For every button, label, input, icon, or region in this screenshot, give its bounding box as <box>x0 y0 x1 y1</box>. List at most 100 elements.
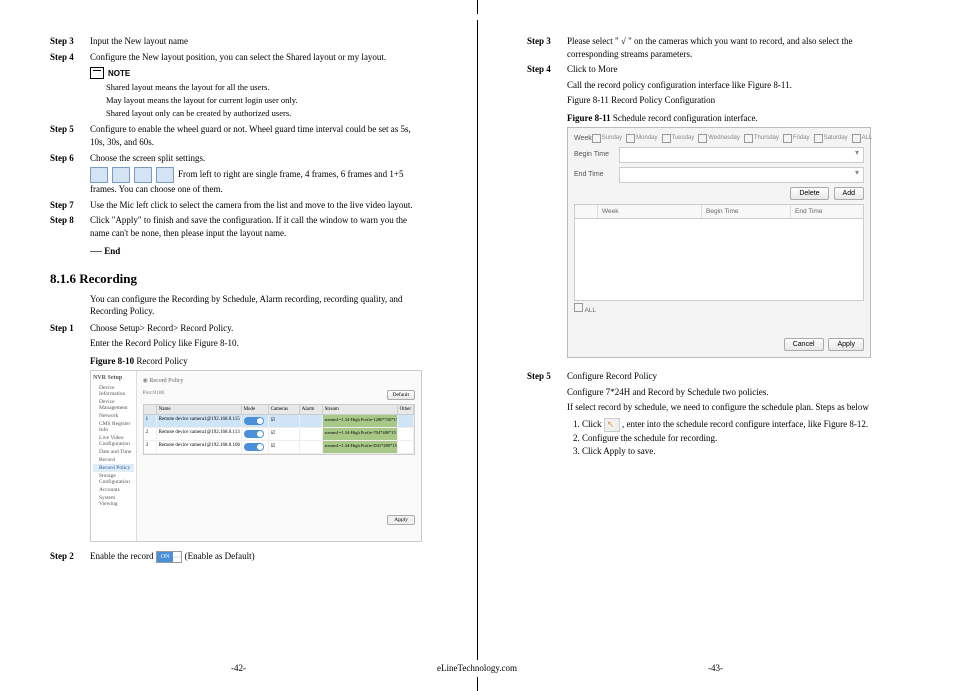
step-row: Step 3 Input the New layout name <box>50 35 427 48</box>
step-label: Step 2 <box>50 550 90 563</box>
step-label: Step 8 <box>50 214 90 239</box>
step-row: Step 8 Click "Apply" to finish and save … <box>50 214 427 239</box>
note-header: NOTE <box>90 67 427 79</box>
step2-text-a: Enable the record <box>90 551 156 561</box>
sidebar-title: NVR Setup <box>93 375 134 381</box>
inline-toggle[interactable]: ON <box>156 551 183 563</box>
begin-label: Begin Time <box>574 151 619 158</box>
step-label: Step 3 <box>527 35 567 60</box>
sidebar-item[interactable]: Date and Time <box>93 448 134 456</box>
grid-col-week: Week <box>598 205 702 218</box>
note-line: Shared layout means the layout for all t… <box>106 81 427 94</box>
step-row: Step 4 Configure the New layout position… <box>50 51 427 64</box>
note-block: NOTE Shared layout means the layout for … <box>90 67 427 119</box>
sidebar-item[interactable]: Live Video Configuration <box>93 434 134 448</box>
step-text: Please select " √ " on the cameras which… <box>567 35 904 60</box>
cancel-button[interactable]: Cancel <box>784 338 824 351</box>
right-page: Step 3 Please select " √ " on the camera… <box>477 0 954 691</box>
toggle-icon[interactable] <box>244 443 264 451</box>
step-subtext: Figure 8-11 Record Policy Configuration <box>567 94 904 107</box>
sidebar-item[interactable]: Accounts <box>93 486 134 494</box>
td: 1 <box>144 415 157 427</box>
toggle-icon[interactable] <box>244 417 264 425</box>
apply-button[interactable]: Apply <box>387 515 415 525</box>
th: Mode <box>242 405 269 414</box>
figure-caption: Figure 8-11 Schedule record configuratio… <box>567 113 904 123</box>
figure-caption: Figure 8-10 Record Policy <box>90 356 427 366</box>
td: Remote device camera1@192.168.0.113 <box>157 428 242 440</box>
th <box>144 405 157 414</box>
td: stream1=1.34-High Profie-1280*720*15 <box>323 415 398 427</box>
days-group: Sunday Monday Tuesday Wednesday Thursday… <box>592 134 872 143</box>
begin-row: Begin Time <box>574 147 864 163</box>
step-row: Step 7 Use the Mic left click to select … <box>50 199 427 212</box>
split-1p5-icon <box>156 167 174 183</box>
split-row: From left to right are single frame, 4 f… <box>90 167 427 196</box>
sidebar-item[interactable]: Device Information <box>93 384 134 398</box>
delete-button[interactable]: Delete <box>790 187 828 200</box>
sidebar-item[interactable]: Network <box>93 412 134 420</box>
td: ☑ <box>269 428 300 440</box>
td: stream1=1.34-High Profie-704*480*15 <box>323 428 398 440</box>
table-row[interactable]: 3 Remote device camera1@192.168.0.106 ☑ … <box>144 441 414 454</box>
th: Cameras <box>269 405 300 414</box>
note-label: NOTE <box>108 69 130 78</box>
sidebar-item[interactable]: System Viewing <box>93 494 134 508</box>
step-label: Step 4 <box>50 51 90 64</box>
day-checkbox[interactable]: Thursday <box>744 134 779 143</box>
note-line: Shared layout only can be created by aut… <box>106 107 427 120</box>
th: Stream <box>323 405 398 414</box>
sidebar-item[interactable]: Device Management <box>93 398 134 412</box>
screenshot-schedule-config: Week Sunday Monday Tuesday Wednesday Thu… <box>567 127 871 358</box>
table-row[interactable]: 1 Remote device camera1@192.168.0.115 ☑ … <box>144 415 414 428</box>
step-row: Step 6 Choose the screen split settings. <box>50 152 427 165</box>
grid-col <box>575 205 598 218</box>
grid-col-begin: Begin Time <box>702 205 791 218</box>
day-label: Monday <box>636 135 657 141</box>
checkbox-icon <box>698 134 707 143</box>
figure-num: Figure 8-11 <box>567 113 611 123</box>
note-line: May layout means the layout for current … <box>106 94 427 107</box>
sidebar-item[interactable]: CMS Register Info <box>93 420 134 434</box>
nvr-sidebar: NVR Setup Device Information Device Mana… <box>91 371 137 541</box>
add-button[interactable]: Add <box>834 187 864 200</box>
end-time-input[interactable] <box>619 167 864 183</box>
td <box>398 415 414 427</box>
step-label: Step 3 <box>50 35 90 48</box>
toggle-on: ON <box>157 552 174 562</box>
td <box>300 415 323 427</box>
figure-num: Figure 8-10 <box>90 356 134 366</box>
day-checkbox[interactable]: Tuesday <box>662 134 695 143</box>
config-ol: Click , enter into the schedule record c… <box>582 418 904 459</box>
day-checkbox[interactable]: Monday <box>626 134 657 143</box>
td <box>398 428 414 440</box>
sidebar-item[interactable]: Record <box>93 456 134 464</box>
step-row: Step 3 Please select " √ " on the camera… <box>527 35 904 60</box>
checkbox-icon <box>744 134 753 143</box>
day-checkbox[interactable]: Friday <box>783 134 810 143</box>
all-label: ALL <box>584 307 596 314</box>
screenshot-record-policy: NVR Setup Device Information Device Mana… <box>90 370 422 542</box>
all-checkbox-row[interactable]: ALL <box>574 303 864 314</box>
day-checkbox[interactable]: Saturday <box>814 134 848 143</box>
sidebar-item-active[interactable]: Record Policy <box>93 464 134 472</box>
step-text: Click to More <box>567 63 904 76</box>
step-text: Input the New layout name <box>90 35 427 48</box>
begin-time-input[interactable] <box>619 147 864 163</box>
toggle-icon[interactable] <box>244 430 264 438</box>
apply-button[interactable]: Apply <box>828 338 864 351</box>
day-checkbox[interactable]: ALL <box>852 134 873 143</box>
day-checkbox[interactable]: Wednesday <box>698 134 740 143</box>
th: Other <box>398 405 414 414</box>
step-row: Step 5 Configure to enable the wheel gua… <box>50 123 427 148</box>
day-checkbox[interactable]: Sunday <box>592 134 622 143</box>
default-button[interactable]: Default <box>387 390 416 400</box>
sidebar-item[interactable]: Storage Configuration <box>93 472 134 486</box>
split-1-icon <box>90 167 108 183</box>
grid-header: Week Begin Time End Time <box>575 205 863 219</box>
table-row[interactable]: 2 Remote device camera1@192.168.0.113 ☑ … <box>144 428 414 441</box>
checkbox-icon <box>852 134 861 143</box>
ss-main: ◉ Record Policy Port:8100 Default Name M… <box>137 371 421 541</box>
left-page: Step 3 Input the New layout name Step 4 … <box>0 0 477 691</box>
toggle-off <box>173 556 181 558</box>
